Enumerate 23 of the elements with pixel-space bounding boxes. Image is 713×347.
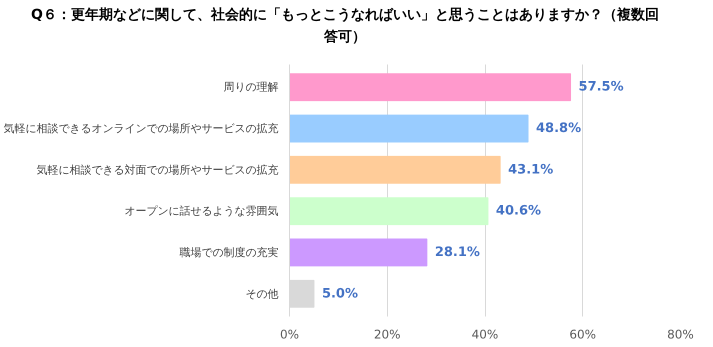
bar (290, 238, 428, 266)
y-tick-label: その他 (246, 287, 278, 300)
x-tick-label: 20% (374, 328, 401, 342)
x-tick-label: 80% (667, 328, 694, 342)
y-tick-label: 気軽に相談できる対面での場所やサービスの拡充 (36, 163, 278, 176)
x-tick-label: 40% (472, 328, 498, 342)
x-tick-label: 60% (569, 328, 596, 342)
bar (290, 73, 572, 102)
y-tick-label: 職場での制度の充実 (180, 246, 278, 259)
x-tick-label: 0% (280, 328, 300, 342)
bar (290, 197, 488, 226)
chart-title: Q６：更年期などに関して、社会的に「もっとこうなればいい」と思うことはありますか？（複数回答可） (30, 6, 660, 48)
data-label: 57.5% (578, 80, 624, 95)
y-tick-label: オープンに話せるような雰囲気 (124, 204, 278, 218)
data-label: 5.0% (322, 286, 358, 302)
bar (290, 114, 529, 142)
data-label: 43.1% (508, 162, 554, 178)
data-label: 40.6% (496, 204, 542, 219)
data-label: 28.1% (434, 244, 480, 260)
y-tick-label: 気軽に相談できるオンラインでの場所やサービスの拡充 (4, 122, 278, 136)
bar (290, 156, 501, 184)
y-tick-label: 周りの理解 (224, 80, 278, 94)
data-label: 48.8% (536, 121, 582, 136)
